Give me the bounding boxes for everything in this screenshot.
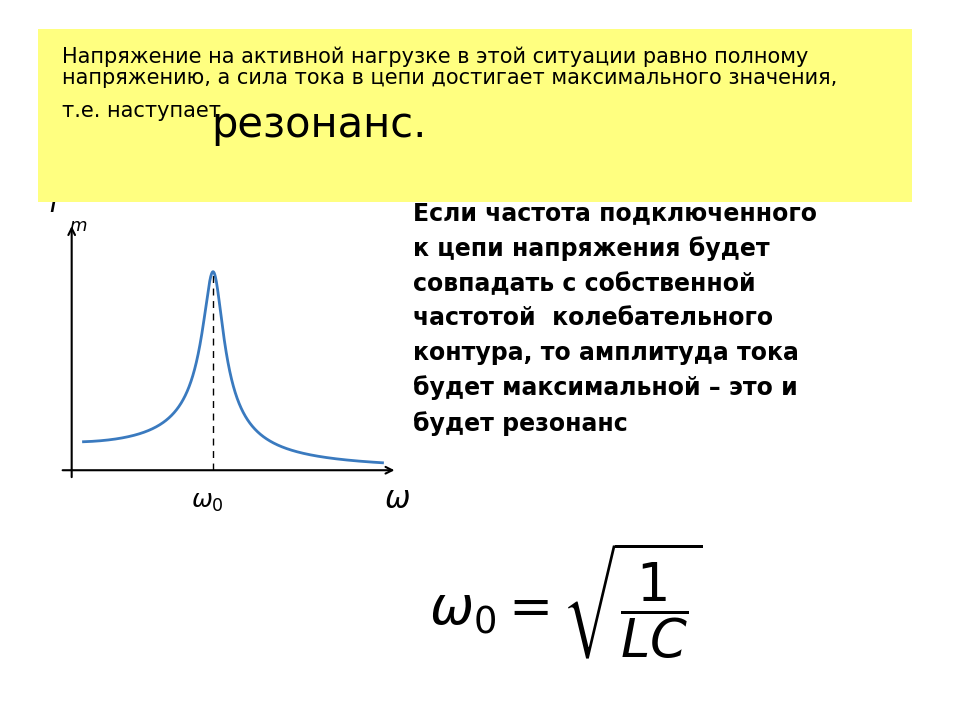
Text: $I$: $I$ [49,192,59,218]
Text: $\omega_0 = \sqrt{\dfrac{1}{LC}}$: $\omega_0 = \sqrt{\dfrac{1}{LC}}$ [429,541,702,661]
Text: $\omega$: $\omega$ [384,485,410,514]
Text: т.е. наступает: т.е. наступает [62,101,222,121]
Text: Напряжение на активной нагрузке в этой ситуации равно полному: Напряжение на активной нагрузке в этой с… [62,47,808,67]
Text: резонанс.: резонанс. [211,104,426,146]
Text: Если частота подключенного
к цепи напряжения будет
совпадать с собственной
часто: Если частота подключенного к цепи напряж… [413,202,817,436]
Text: $m$: $m$ [69,217,87,235]
Text: напряжению, а сила тока в цепи достигает максимального значения,: напряжению, а сила тока в цепи достигает… [62,68,838,89]
Text: $\omega_0$: $\omega_0$ [191,490,224,513]
